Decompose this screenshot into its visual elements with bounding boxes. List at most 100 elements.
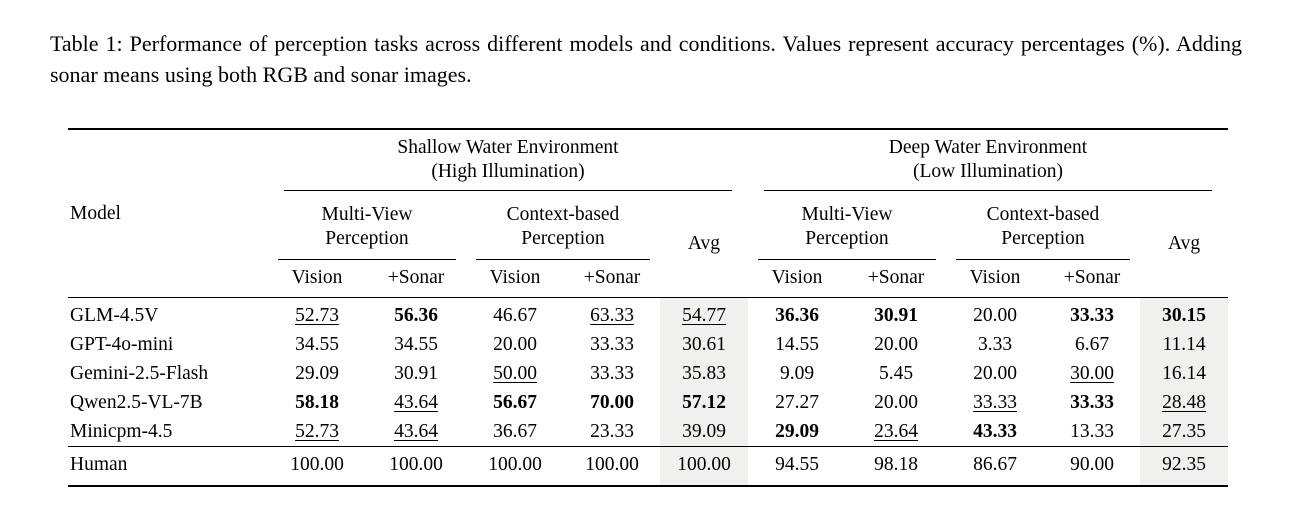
group-title-line2: (Low Illumination) [913,161,1064,183]
model-row: GLM-4.5V 52.73 56.36 46.67 63.33 54.77 36.36 30… [68,297,1229,331]
value-cell: 33.33 [590,362,634,384]
value-cell: 50.00 [493,362,537,384]
model-name: GLM-4.5V [70,304,159,326]
value-cell: 100.00 [660,446,748,488]
value-cell: 56.67 [493,391,537,413]
value-cell: 63.33 [590,304,634,326]
subgroup-title-line2: Perception [805,227,889,249]
group-title-line2: (High Illumination) [431,161,585,183]
value-cell: 86.67 [946,446,1044,488]
value-cell: 34.55 [394,333,438,355]
model-column-header: Model [68,128,268,298]
value-cell: 33.33 [973,391,1017,413]
column-header-vision: Vision [946,259,1044,298]
value-cell: 43.64 [394,391,438,413]
value-cell: 11.14 [1140,330,1229,360]
model-row: Qwen2.5-VL-7B 58.18 43.64 56.67 70.00 57.12 27… [68,388,1229,418]
subgroup-title-line1: Context-based [986,204,1100,226]
value-cell: 90.00 [1044,446,1140,488]
value-cell: 28.48 [1140,388,1229,418]
subgroup-title-line1: Context-based [506,204,620,226]
value-cell: 100.00 [366,446,466,488]
value-cell: 43.64 [394,420,438,442]
value-cell: 54.77 [660,297,748,331]
value-cell: 56.36 [394,304,438,326]
value-cell: 92.35 [1140,446,1229,488]
table-body: GLM-4.5V 52.73 56.36 46.67 63.33 54.77 36.36 30… [68,297,1229,488]
value-cell: 30.91 [394,362,438,384]
value-cell: 33.33 [1070,391,1114,413]
value-cell: 100.00 [466,446,564,488]
value-cell: 23.33 [590,420,634,442]
column-header-sonar: +Sonar [564,259,660,298]
value-cell: 30.15 [1140,297,1229,331]
subgroup-context-based-deep: Context-based Perception [946,191,1140,260]
value-cell: 39.09 [660,417,748,447]
value-cell: 3.33 [977,333,1013,355]
value-cell: 33.33 [590,333,634,355]
results-table: Model Shallow Water Environment (High Il… [68,128,1229,488]
subgroup-title-line2: Perception [521,227,605,249]
model-row: GPT-4o-mini 34.55 34.55 20.00 33.33 30.61 14.5… [68,330,1229,360]
group-title-line1: Deep Water Environment [888,137,1088,159]
value-cell: 52.73 [295,304,339,326]
column-header-sonar: +Sonar [366,259,466,298]
model-name: Gemini-2.5-Flash [70,362,209,384]
group-header-shallow-water: Shallow Water Environment (High Illumina… [268,128,748,192]
value-cell: 9.09 [779,362,815,384]
value-cell: 33.33 [1070,304,1114,326]
value-cell: 30.91 [874,304,918,326]
value-cell: 100.00 [268,446,366,488]
value-cell: 20.00 [973,362,1017,384]
subgroup-title-line2: Perception [325,227,409,249]
value-cell: 98.18 [846,446,946,488]
value-cell: 34.55 [295,333,339,355]
column-header-sonar: +Sonar [1044,259,1140,298]
value-cell: 58.18 [295,391,339,413]
value-cell: 20.00 [493,333,537,355]
value-cell: 27.27 [775,391,819,413]
value-cell: 29.09 [775,420,819,442]
value-cell: 14.55 [775,333,819,355]
value-cell: 16.14 [1140,359,1229,389]
value-cell: 30.00 [1070,362,1114,384]
subgroup-title-line1: Multi-View [321,204,413,226]
subgroup-title-line1: Multi-View [801,204,893,226]
model-name: Minicpm-4.5 [70,420,173,442]
subgroup-header-row: Multi-View Perception Context-based Perc… [68,191,1229,298]
column-header-sonar: +Sonar [846,259,946,298]
column-header-vision: Vision [748,259,846,298]
model-name: Qwen2.5-VL-7B [70,391,203,413]
group-header-row: Model Shallow Water Environment (High Il… [68,128,1229,298]
group-title-shallow: Shallow Water Environment (High Illumina… [284,136,732,192]
table-caption: Table 1: Performance of perception tasks… [50,31,1242,88]
value-cell: 35.83 [660,359,748,389]
value-cell: 5.45 [878,362,914,384]
group-title-line1: Shallow Water Environment [397,137,619,159]
value-cell: 27.35 [1140,417,1229,447]
model-name: GPT-4o-mini [70,333,174,355]
subgroup-multi-view-deep: Multi-View Perception [748,191,946,260]
human-row: Human 100.00 100.00 100.00 100.00 100.00 94.55… [68,446,1229,488]
model-row: Gemini-2.5-Flash 29.09 30.91 50.00 33.33 35.8… [68,359,1229,389]
value-cell: 20.00 [874,333,918,355]
value-cell: 20.00 [874,391,918,413]
column-header-row: Vision +Sonar Vision +Sonar Vision +Sona… [68,259,1228,298]
value-cell: 29.09 [295,362,339,384]
value-cell: 36.67 [493,420,537,442]
model-row: Minicpm-4.5 52.73 43.64 36.67 23.33 39.09 29.0… [68,417,1229,447]
value-cell: 13.33 [1070,420,1114,442]
group-title-deep: Deep Water Environment (Low Illumination… [764,136,1213,192]
avg-column-header-shallow: Avg [660,191,748,298]
column-header-vision: Vision [466,259,564,298]
group-header-deep-water: Deep Water Environment (Low Illumination… [748,128,1229,192]
value-cell: 94.55 [748,446,846,488]
value-cell: 46.67 [493,304,537,326]
avg-column-header-deep: Avg [1140,191,1229,298]
value-cell: 43.33 [973,420,1017,442]
value-cell: 70.00 [590,391,634,413]
subgroup-context-based-shallow: Context-based Perception [466,191,660,260]
table-header: Model Shallow Water Environment (High Il… [68,128,1229,298]
value-cell: 6.67 [1074,333,1110,355]
